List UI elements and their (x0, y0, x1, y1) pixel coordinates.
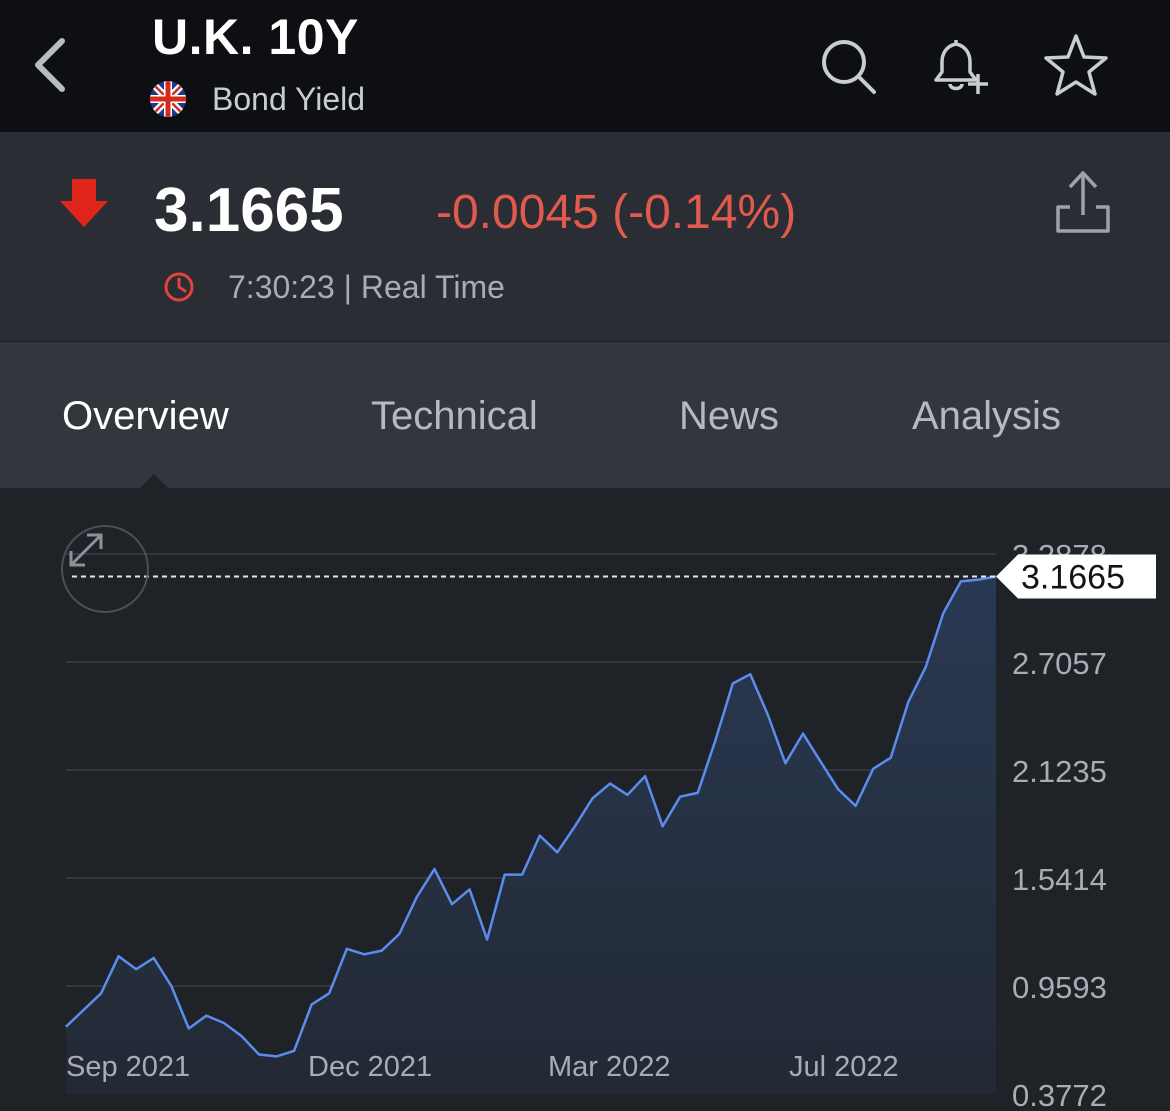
down-arrow-icon (60, 179, 108, 227)
subtitle-text: Bond Yield (212, 80, 366, 117)
share-button[interactable] (1052, 167, 1114, 237)
back-chevron-icon (35, 38, 65, 92)
share-icon (1056, 171, 1110, 233)
last-price: 3.1665 (154, 176, 344, 245)
y-tick-label: 0.3772 (1012, 1078, 1107, 1111)
x-tick-label: Jul 2022 (789, 1051, 899, 1083)
timestamp-row: 7:30:23 | Real Time (162, 267, 505, 307)
y-tick-label: 2.7057 (1012, 646, 1107, 681)
watchlist-button[interactable] (1040, 30, 1112, 102)
search-button[interactable] (812, 30, 884, 102)
x-tick-label: Sep 2021 (66, 1051, 190, 1083)
uk-flag-icon (150, 81, 186, 117)
top-bar: U.K. 10Y Bond Yield (0, 0, 1170, 133)
current-value-tag: 3.1665 (996, 554, 1156, 599)
tab-overview[interactable]: Overview (62, 394, 229, 438)
tab-analysis[interactable]: Analysis (912, 394, 1061, 438)
x-tick-label: Mar 2022 (548, 1051, 671, 1083)
star-icon (1044, 34, 1108, 96)
expand-icon (69, 533, 103, 567)
bell-plus-icon (934, 40, 988, 94)
timestamp: 7:30:23 | Real Time (228, 268, 505, 305)
y-tick-label: 0.9593 (1012, 970, 1107, 1005)
chart-line (65, 575, 997, 1058)
current-value-label: 3.1665 (1021, 559, 1125, 597)
clock-icon (164, 272, 194, 302)
x-tick-label: Dec 2021 (308, 1051, 432, 1083)
tab-technical[interactable]: Technical (371, 394, 538, 438)
quote-panel: 3.1665 -0.0045 (-0.14%) 7:30:23 | Real T… (0, 133, 1170, 341)
page-title: U.K. 10Y (152, 9, 359, 65)
search-icon (822, 40, 876, 94)
back-button[interactable] (20, 30, 80, 100)
add-alert-button[interactable] (924, 30, 996, 102)
price-change: -0.0045 (-0.14%) (436, 186, 797, 239)
active-tab-indicator (140, 474, 168, 488)
y-tick-label: 1.5414 (1012, 862, 1107, 897)
fullscreen-button[interactable] (61, 525, 149, 613)
tab-bar: Overview Technical News Analysis (0, 342, 1170, 488)
tab-news[interactable]: News (679, 394, 780, 438)
instrument-type: Bond Yield (150, 80, 365, 118)
y-tick-label: 2.1235 (1012, 754, 1107, 789)
